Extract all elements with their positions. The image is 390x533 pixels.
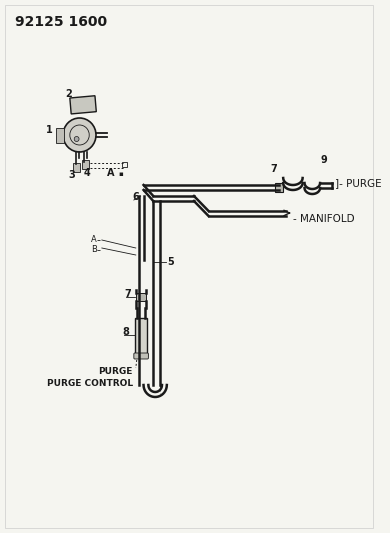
Text: ]- PURGE: ]- PURGE — [335, 178, 381, 188]
Text: A: A — [91, 236, 97, 245]
Bar — [56, 128, 64, 143]
Text: 7: 7 — [271, 164, 277, 174]
Text: 4: 4 — [83, 168, 90, 178]
Bar — [82, 160, 89, 169]
Text: 92125 1600: 92125 1600 — [14, 15, 107, 29]
Text: PURGE: PURGE — [99, 367, 133, 376]
Text: 8: 8 — [122, 327, 129, 337]
Bar — [122, 162, 127, 167]
Text: 3: 3 — [68, 170, 74, 180]
Bar — [135, 318, 147, 356]
Text: 9: 9 — [320, 155, 327, 165]
Text: ▪: ▪ — [118, 171, 123, 177]
Circle shape — [63, 118, 96, 152]
Text: 2: 2 — [65, 89, 72, 99]
Bar — [70, 96, 96, 114]
Text: 1: 1 — [46, 125, 52, 135]
Text: PURGE CONTROL: PURGE CONTROL — [47, 378, 133, 387]
Text: 6: 6 — [132, 192, 139, 202]
Text: B: B — [91, 246, 97, 254]
Bar — [73, 163, 80, 172]
Text: - MANIFOLD: - MANIFOLD — [293, 214, 355, 224]
Text: 5: 5 — [167, 257, 174, 267]
Bar — [275, 183, 283, 192]
FancyBboxPatch shape — [134, 353, 148, 359]
Text: 7: 7 — [124, 289, 131, 299]
Circle shape — [74, 136, 79, 141]
Text: A: A — [107, 168, 114, 178]
Bar — [136, 293, 147, 301]
